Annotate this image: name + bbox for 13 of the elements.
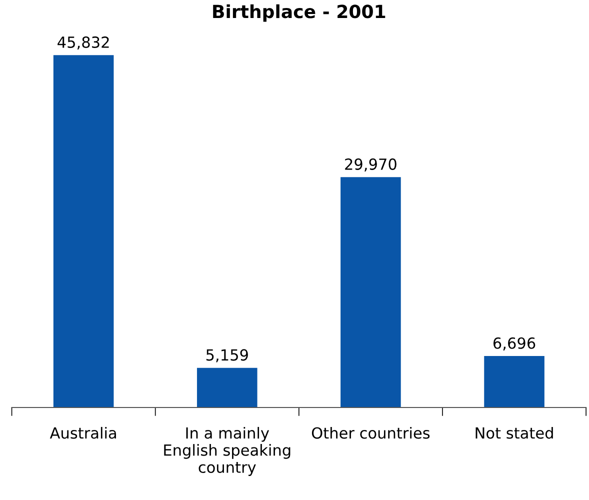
data-label: 29,970 (345, 158, 396, 172)
bar (196, 368, 258, 408)
bar (340, 177, 401, 408)
bar (484, 356, 544, 408)
data-label: 6,696 (493, 337, 536, 350)
x-tick-label: In a mainly English speaking country (164, 426, 290, 476)
x-tick-label: Australia (50, 426, 116, 439)
bar (53, 55, 114, 408)
data-label: 45,832 (58, 36, 109, 50)
x-tick-label: Not stated (476, 426, 553, 439)
x-tick-label: Other countries (312, 426, 430, 439)
chart-title: Birthplace - 2001 (213, 4, 386, 22)
data-label: 5,159 (206, 349, 248, 362)
